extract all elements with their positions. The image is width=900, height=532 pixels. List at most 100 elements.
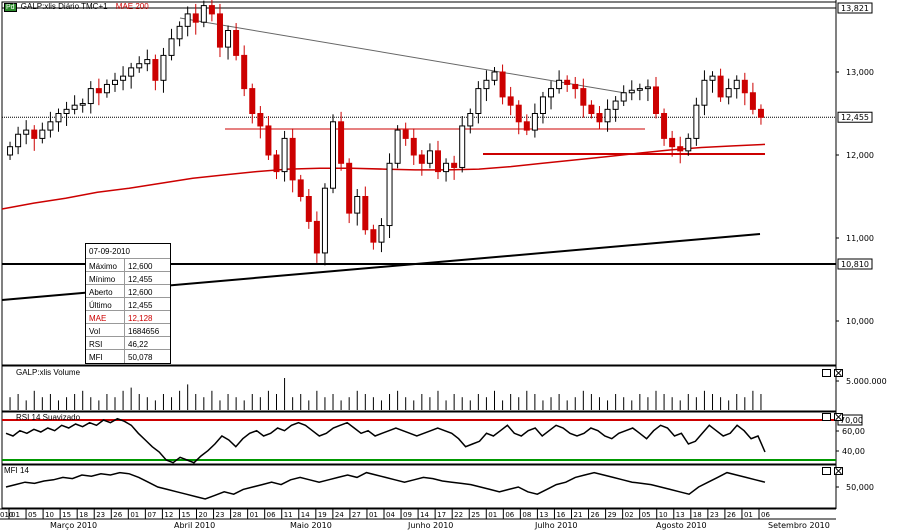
candle-body — [443, 162, 450, 173]
date-tick-label: 15 — [62, 511, 71, 519]
maximize-mfi-pane-button[interactable] — [822, 467, 831, 475]
candle-body — [15, 133, 22, 148]
date-tick-label: 08 — [522, 511, 531, 519]
info-row: Último 12,455 — [86, 297, 170, 312]
date-tick-label: 13 — [539, 511, 548, 519]
candle-body — [370, 229, 377, 243]
candle-body — [483, 79, 490, 90]
info-value: 50,078 — [128, 353, 153, 362]
candle-body — [644, 86, 651, 90]
close-rsi-pane-button[interactable] — [834, 413, 843, 421]
candle-body — [523, 121, 530, 131]
candle-body — [410, 137, 417, 156]
month-label: Agosto 2010 — [656, 521, 707, 530]
candle-body — [354, 196, 361, 214]
date-tick-label: 06 — [761, 511, 770, 519]
info-label: Aberto — [89, 288, 113, 297]
mfi-pane-title: MFI 14 — [4, 466, 29, 475]
info-value: 12,455 — [128, 275, 153, 284]
candle-body — [144, 59, 151, 65]
rsi-tick-label: 70,00 — [840, 416, 863, 425]
pane-frame — [1, 365, 837, 412]
info-date: 07-09-2010 — [89, 247, 130, 256]
info-value: 46,22 — [128, 340, 149, 349]
indicator-label: MAE 200 — [115, 2, 149, 11]
candle-body — [184, 13, 191, 27]
logo-icon: Pd — [4, 3, 17, 12]
date-tick-label: 22 — [454, 511, 463, 519]
rsi-line — [5, 417, 766, 464]
month-label: Julho 2010 — [534, 521, 578, 530]
volume-pane-title: GALP:xlis Volume — [16, 368, 81, 377]
date-tick-label: 21 — [574, 511, 583, 519]
date-tick-label: 26 — [727, 511, 736, 519]
price-tick-label: 10,000 — [846, 317, 874, 326]
maximize-volume-pane-button[interactable] — [822, 369, 831, 377]
price-marker-label: 12,455 — [841, 113, 869, 122]
candle-body — [103, 83, 110, 94]
date-tick-label: 10 — [659, 511, 668, 519]
candle-body — [265, 125, 272, 156]
candle-body — [402, 129, 409, 139]
candle-body — [596, 113, 603, 123]
candle-body — [749, 92, 756, 110]
candle-body — [55, 113, 62, 123]
date-tick-label: 11 — [284, 511, 293, 519]
date-tick-label: 26 — [113, 511, 122, 519]
info-value: 12,600 — [128, 288, 153, 297]
close-mfi-pane-button[interactable] — [834, 467, 843, 475]
close-volume-pane-button[interactable] — [834, 369, 843, 377]
candle-body — [362, 196, 369, 231]
candle-body — [176, 25, 183, 40]
info-row: RSI 46,22 — [86, 336, 170, 351]
candle-body — [200, 5, 207, 23]
candle-body — [588, 104, 595, 114]
info-row: Mínimo 12,455 — [86, 271, 170, 286]
candle-body — [709, 75, 716, 81]
month-label: Setembro 2010 — [768, 521, 830, 530]
mae-200-line — [1, 143, 766, 210]
month-label: Março 2010 — [50, 521, 97, 530]
date-tick-label: 13 — [676, 511, 685, 519]
date-tick-label: 28 — [233, 511, 242, 519]
candle-body — [434, 150, 441, 173]
month-label: Abril 2010 — [174, 521, 215, 530]
candle-body — [701, 79, 708, 106]
candle-body — [63, 108, 70, 114]
candle-body — [273, 154, 280, 173]
date-tick-label: 18 — [79, 511, 88, 519]
candle-body — [71, 104, 78, 110]
candle-body — [152, 59, 159, 81]
candle-body — [669, 137, 676, 148]
date-tick-label: 15 — [181, 511, 190, 519]
candle-body — [338, 121, 345, 164]
candle-body — [733, 79, 740, 90]
candle-body — [257, 113, 264, 127]
date-tick-label: 25 — [471, 511, 480, 519]
candle-body — [216, 13, 223, 48]
candle-body — [168, 38, 175, 56]
candle-body — [531, 113, 538, 131]
info-value: 12,600 — [128, 262, 153, 271]
candle-body — [612, 100, 619, 110]
date-tick-label: 01 — [11, 511, 20, 519]
downtrend-line — [179, 17, 626, 94]
candle-body — [426, 150, 433, 164]
candle-body — [515, 104, 522, 123]
date-tick-label: 01 — [488, 511, 497, 519]
date-tick-label: 01 — [369, 511, 378, 519]
candle-body — [23, 129, 30, 135]
candle-body — [313, 220, 320, 254]
price-tick-label: 13,000 — [846, 68, 874, 77]
maximize-rsi-pane-button[interactable] — [822, 413, 831, 421]
volume-tick-label: 5.000.000 — [846, 377, 887, 386]
candle-body — [451, 162, 458, 168]
info-value: 12,128 — [128, 314, 153, 323]
date-tick-label: 01 — [130, 511, 139, 519]
candle-body — [394, 129, 401, 164]
date-tick-label: 27 — [352, 511, 361, 519]
candle-body — [693, 104, 700, 139]
price-marker-box — [837, 2, 873, 14]
date-tick-label: 01 — [744, 511, 753, 519]
